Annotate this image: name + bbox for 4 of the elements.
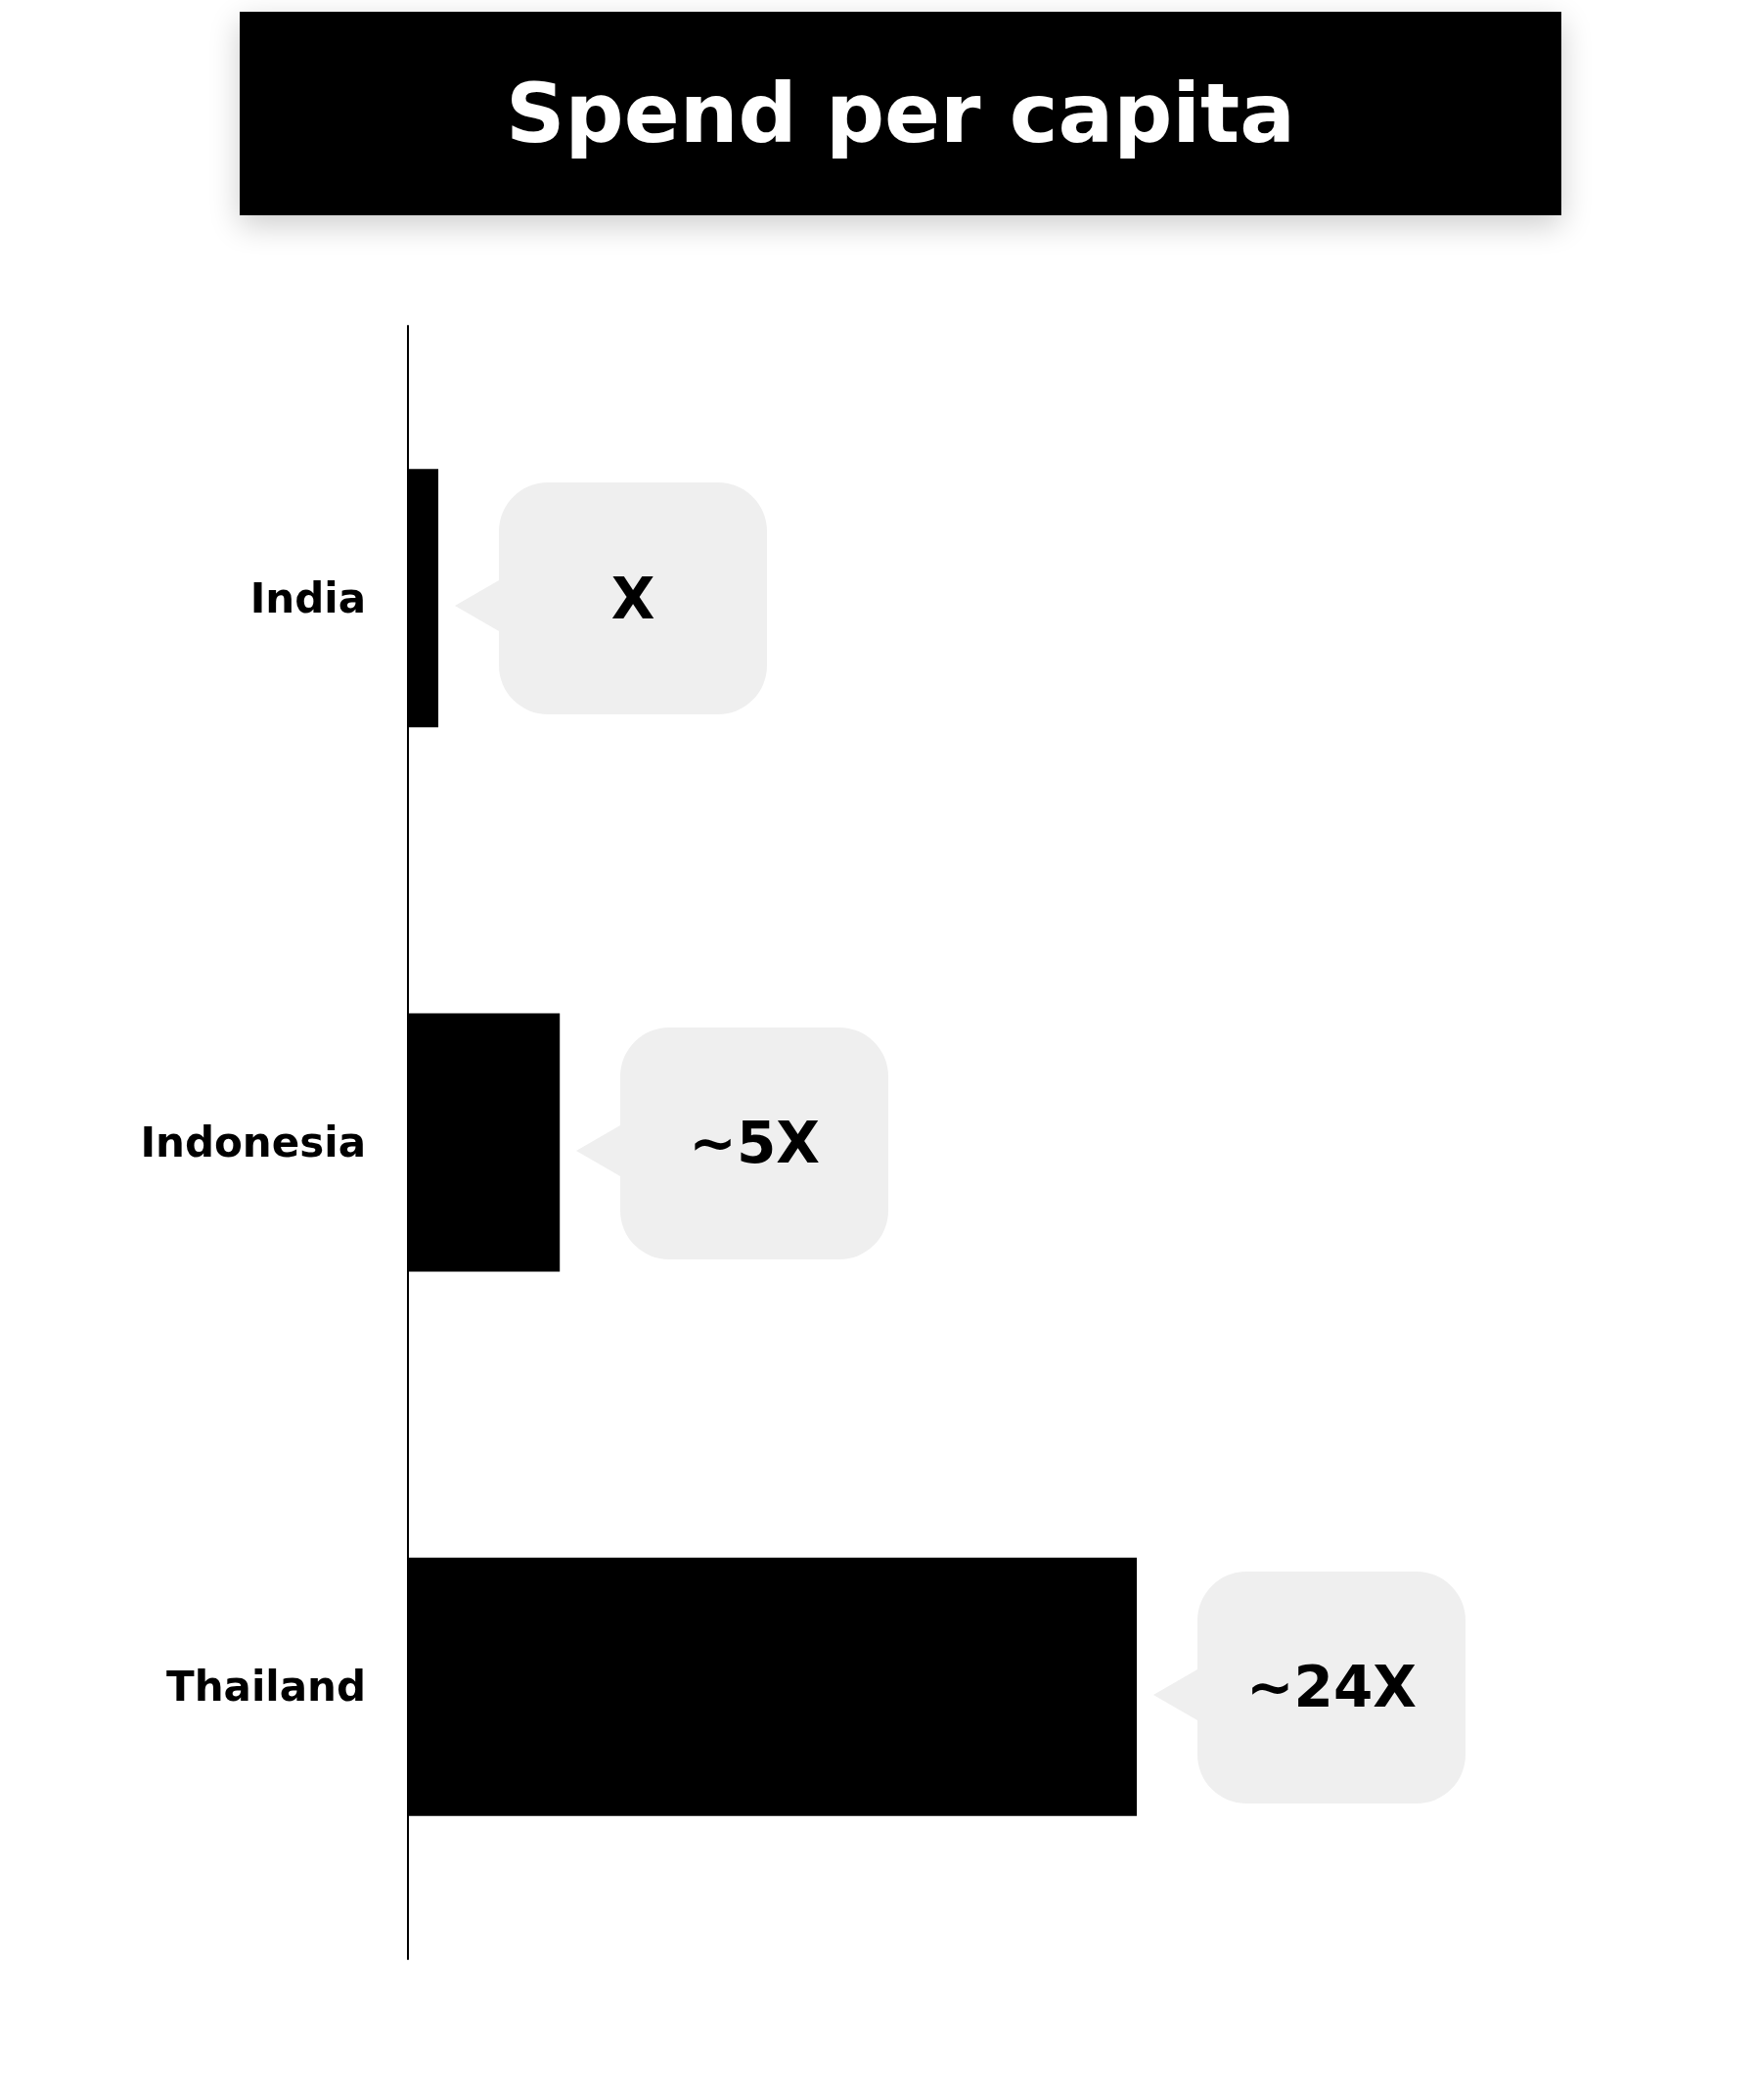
y-tick-label: India: [249, 573, 366, 622]
y-tick-label: Thailand: [166, 1663, 366, 1712]
y-tick-label: Indonesia: [140, 1118, 366, 1166]
chart-title: Spend per capita: [240, 12, 1561, 215]
